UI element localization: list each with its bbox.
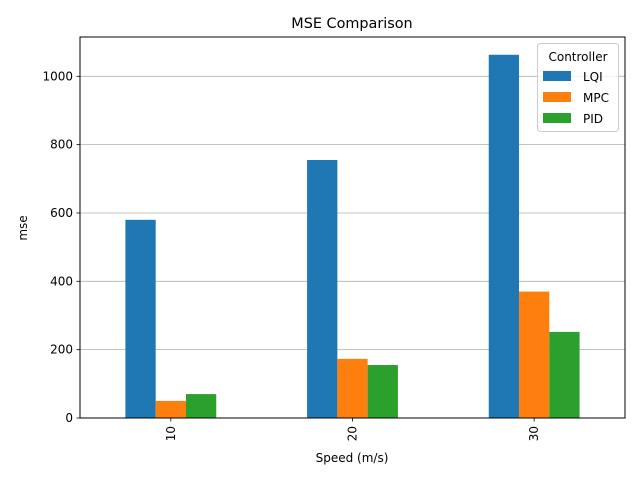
- legend: Controller LQI MPC PID: [537, 43, 619, 132]
- legend-title: Controller: [548, 50, 607, 64]
- legend-swatch-pid: [543, 113, 571, 123]
- bar-lqi-20: [307, 160, 338, 418]
- legend-swatch-lqi: [543, 71, 571, 81]
- x-tick-label: 30: [527, 426, 541, 441]
- y-tick-label: 800: [50, 138, 73, 152]
- bar-lqi-30: [488, 54, 520, 418]
- y-tick-label: 400: [50, 274, 73, 288]
- y-axis-ticks: 0 200 400 600 800 1000: [42, 69, 80, 425]
- y-tick-label: 1000: [42, 69, 73, 83]
- bar-mpc-20: [337, 358, 368, 418]
- legend-label-mpc: MPC: [583, 91, 609, 105]
- x-tick-label: 10: [164, 426, 178, 441]
- y-axis-label: mse: [16, 215, 30, 240]
- legend-label-lqi: LQI: [583, 70, 603, 84]
- chart-title: MSE Comparison: [291, 16, 412, 32]
- bar-mpc-30: [519, 291, 550, 418]
- bar-pid-10: [185, 394, 217, 418]
- legend-swatch-mpc: [543, 92, 571, 102]
- x-axis-label: Speed (m/s): [316, 451, 389, 465]
- x-tick-label: 20: [346, 426, 360, 441]
- legend-label-pid: PID: [583, 112, 603, 126]
- legend-box: [537, 43, 619, 132]
- x-axis-ticks: 10 20 30: [164, 418, 541, 441]
- y-tick-label: 0: [65, 411, 73, 425]
- bar-mpc-10: [155, 400, 186, 418]
- bar-pid-30: [549, 331, 580, 418]
- bars: [125, 54, 580, 418]
- legend-items: LQI MPC PID: [543, 70, 609, 126]
- y-tick-label: 200: [50, 343, 73, 357]
- bar-pid-20: [367, 365, 398, 418]
- bar-lqi-10: [125, 219, 156, 418]
- y-tick-label: 600: [50, 206, 73, 220]
